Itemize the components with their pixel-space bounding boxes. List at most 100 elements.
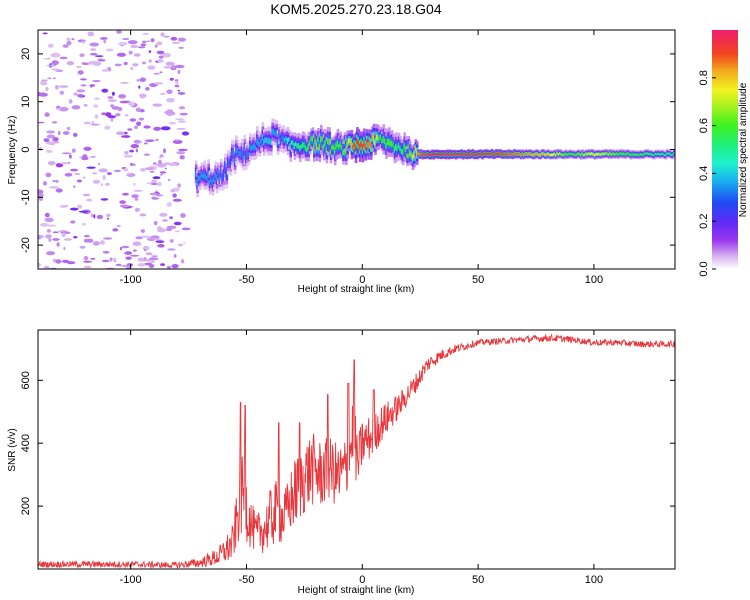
ridge-cell bbox=[485, 152, 488, 155]
ridge-cell bbox=[428, 153, 431, 157]
ridge-cell bbox=[620, 152, 623, 155]
spectrogram-y-label: Frequency (Hz) bbox=[7, 116, 18, 185]
ridge-cell bbox=[513, 152, 516, 155]
noise-blob bbox=[140, 229, 145, 233]
ridge-cell bbox=[568, 152, 572, 155]
ridge-cell bbox=[228, 161, 231, 167]
noise-blob bbox=[132, 241, 142, 247]
ridge-cell bbox=[500, 153, 504, 156]
ridge-cell bbox=[459, 153, 462, 156]
ridge-cell bbox=[272, 129, 276, 135]
noise-blob bbox=[106, 172, 112, 176]
noise-blob bbox=[90, 123, 100, 126]
noise-blob bbox=[149, 192, 159, 196]
ridge-cell bbox=[670, 153, 673, 156]
noise-blob bbox=[40, 79, 48, 82]
ridge-cell bbox=[292, 140, 295, 146]
noise-blob bbox=[129, 149, 134, 153]
noise-blob bbox=[83, 146, 92, 151]
ridge-cell bbox=[207, 170, 210, 178]
noise-blob bbox=[46, 251, 56, 256]
ridge-cell bbox=[604, 152, 608, 155]
noise-blob bbox=[180, 259, 185, 264]
x-tick-label: 0 bbox=[359, 274, 365, 286]
noise-blob bbox=[93, 214, 96, 219]
noise-blob bbox=[94, 97, 100, 100]
ridge-cell bbox=[525, 152, 529, 156]
ridge-cell bbox=[579, 154, 583, 157]
noise-blob bbox=[169, 216, 174, 220]
ridge-cell bbox=[482, 152, 486, 156]
ridge-cell bbox=[432, 154, 436, 157]
noise-blob bbox=[123, 61, 128, 66]
ridge-cell bbox=[542, 152, 545, 155]
ridge-cell bbox=[552, 153, 555, 157]
noise-blob bbox=[156, 228, 167, 233]
ridge-cell bbox=[335, 143, 338, 150]
ridge-cell bbox=[261, 133, 265, 141]
noise-blob bbox=[56, 242, 60, 247]
noise-blob bbox=[167, 113, 172, 117]
ridge-cell bbox=[554, 153, 558, 157]
noise-blob bbox=[135, 207, 139, 212]
noise-blob bbox=[108, 99, 117, 102]
ridge-cell bbox=[497, 152, 501, 155]
noise-blob bbox=[148, 50, 152, 53]
ridge-cell bbox=[602, 152, 605, 155]
ridge-cell bbox=[364, 143, 368, 150]
ridge-cell bbox=[224, 164, 227, 171]
ridge-cell bbox=[253, 143, 256, 150]
ridge-cell bbox=[208, 180, 212, 186]
ridge-cell bbox=[486, 152, 490, 156]
ridge-cell bbox=[657, 152, 661, 156]
noise-blob bbox=[77, 94, 84, 98]
ridge-cell bbox=[566, 153, 569, 156]
noise-blob bbox=[115, 63, 122, 67]
ridge-cell bbox=[254, 145, 258, 151]
noise-blob bbox=[177, 183, 182, 188]
ridge-cell bbox=[251, 144, 255, 151]
noise-blob bbox=[55, 259, 62, 264]
ridge-cell bbox=[509, 153, 512, 156]
ridge-cell bbox=[628, 153, 632, 156]
noise-blob bbox=[63, 238, 73, 241]
ridge-cell bbox=[264, 137, 267, 144]
spectrogram-x-label: Height of straight line (km) bbox=[298, 284, 415, 295]
ridge-cell bbox=[290, 140, 294, 145]
ridge-cell bbox=[219, 168, 223, 175]
ridge-cell bbox=[534, 153, 537, 156]
noise-blob bbox=[160, 92, 166, 96]
ridge-cell bbox=[479, 152, 483, 155]
ridge-cell bbox=[549, 153, 552, 157]
noise-blob bbox=[91, 120, 94, 125]
ridge-cell bbox=[392, 142, 395, 148]
ridge-cell bbox=[582, 153, 586, 157]
x-tick-label: 100 bbox=[585, 274, 603, 286]
ridge-cell bbox=[600, 153, 604, 156]
ridge-cell bbox=[360, 141, 363, 148]
noise-blob bbox=[66, 61, 75, 66]
noise-blob bbox=[83, 260, 93, 263]
ridge-cell bbox=[606, 152, 609, 155]
ridge-cell bbox=[388, 138, 391, 146]
snr-x-ticks: -100 -50 0 50 100 bbox=[120, 330, 603, 586]
ridge-cell bbox=[584, 153, 587, 156]
ridge-cell bbox=[472, 153, 476, 157]
noise-blob bbox=[45, 234, 52, 239]
ridge-cell bbox=[641, 153, 644, 156]
ridge-cell bbox=[478, 152, 481, 156]
snr-panel: -100 -50 0 50 100 200 400 600 Height of straig… bbox=[7, 329, 676, 596]
noise-blob bbox=[53, 77, 56, 80]
ridge-cell bbox=[278, 131, 281, 137]
ridge-cell bbox=[258, 142, 262, 148]
noise-blob bbox=[132, 249, 137, 252]
noise-blob bbox=[77, 70, 84, 75]
ridge-cell bbox=[410, 152, 413, 157]
snr-frame bbox=[37, 329, 676, 570]
noise-blob bbox=[106, 48, 114, 52]
ridge-cell bbox=[550, 153, 554, 156]
ridge-cell bbox=[457, 153, 461, 156]
ridge-cell bbox=[338, 144, 341, 150]
noise-blob bbox=[52, 231, 59, 234]
ridge-cell bbox=[199, 175, 202, 181]
